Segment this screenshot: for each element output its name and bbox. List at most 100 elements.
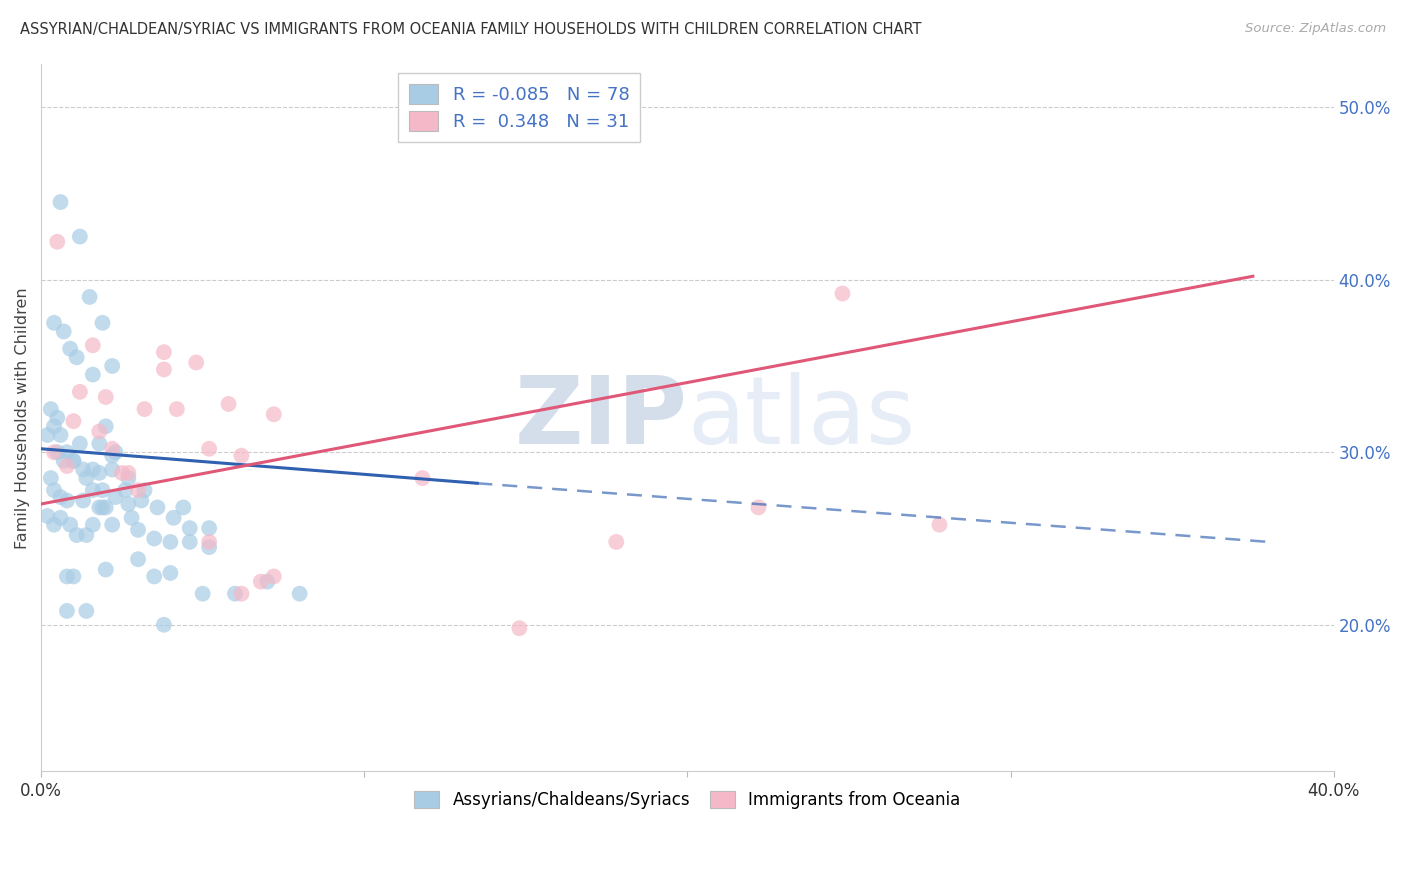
Point <box>62 414 84 428</box>
Point <box>72 493 94 508</box>
Point <box>127 483 149 498</box>
Point <box>153 617 176 632</box>
Text: ZIP: ZIP <box>515 372 688 464</box>
Point <box>263 407 285 421</box>
Point <box>46 445 69 459</box>
Point <box>89 500 111 515</box>
Point <box>134 483 156 498</box>
Point <box>56 604 79 618</box>
Point <box>37 428 59 442</box>
Point <box>59 517 82 532</box>
Point <box>153 345 176 359</box>
Point <box>72 462 94 476</box>
Point <box>49 490 72 504</box>
Point <box>56 445 79 459</box>
Point <box>129 493 152 508</box>
Point <box>101 462 124 476</box>
Point <box>146 500 169 515</box>
Point <box>186 355 208 369</box>
Point <box>94 562 117 576</box>
Point <box>288 587 311 601</box>
Point <box>66 351 89 365</box>
Point <box>117 471 139 485</box>
Point <box>69 229 91 244</box>
Point <box>198 540 221 554</box>
Text: Source: ZipAtlas.com: Source: ZipAtlas.com <box>1246 22 1386 36</box>
Point <box>231 587 253 601</box>
Point <box>62 454 84 468</box>
Point <box>75 604 97 618</box>
Point <box>94 419 117 434</box>
Point <box>94 390 117 404</box>
Point <box>59 342 82 356</box>
Point <box>101 359 124 373</box>
Point <box>46 235 69 249</box>
Point <box>52 454 75 468</box>
Point <box>605 535 627 549</box>
Point <box>121 510 143 524</box>
Point <box>42 445 65 459</box>
Point <box>49 510 72 524</box>
Text: ASSYRIAN/CHALDEAN/SYRIAC VS IMMIGRANTS FROM OCEANIA FAMILY HOUSEHOLDS WITH CHILD: ASSYRIAN/CHALDEAN/SYRIAC VS IMMIGRANTS F… <box>20 22 921 37</box>
Point <box>162 510 184 524</box>
Point <box>198 442 221 456</box>
Point <box>101 517 124 532</box>
Point <box>42 419 65 434</box>
Point <box>104 490 127 504</box>
Point <box>39 471 62 485</box>
Point <box>82 462 104 476</box>
Point <box>56 569 79 583</box>
Point <box>179 535 201 549</box>
Point <box>101 449 124 463</box>
Point <box>89 436 111 450</box>
Point <box>117 466 139 480</box>
Point <box>411 471 433 485</box>
Point <box>75 471 97 485</box>
Point <box>69 436 91 450</box>
Point <box>69 384 91 399</box>
Point <box>198 521 221 535</box>
Point <box>52 325 75 339</box>
Point <box>928 517 950 532</box>
Point <box>831 286 853 301</box>
Point <box>263 569 285 583</box>
Point <box>82 483 104 498</box>
Point <box>127 523 149 537</box>
Point <box>42 316 65 330</box>
Point <box>166 402 188 417</box>
Point <box>91 500 114 515</box>
Point <box>56 458 79 473</box>
Point <box>62 569 84 583</box>
Point <box>508 621 530 635</box>
Point <box>37 509 59 524</box>
Text: atlas: atlas <box>688 372 915 464</box>
Legend: Assyrians/Chaldeans/Syriacs, Immigrants from Oceania: Assyrians/Chaldeans/Syriacs, Immigrants … <box>408 785 967 816</box>
Point <box>250 574 273 589</box>
Point <box>111 466 134 480</box>
Point <box>104 445 127 459</box>
Point <box>224 587 246 601</box>
Point <box>153 362 176 376</box>
Point <box>127 552 149 566</box>
Y-axis label: Family Households with Children: Family Households with Children <box>15 287 30 549</box>
Point <box>218 397 240 411</box>
Point <box>134 402 156 417</box>
Point <box>82 368 104 382</box>
Point <box>117 497 139 511</box>
Point <box>49 195 72 210</box>
Point <box>91 316 114 330</box>
Point <box>42 517 65 532</box>
Point <box>198 535 221 549</box>
Point <box>114 483 136 498</box>
Point <box>94 500 117 515</box>
Point <box>79 290 101 304</box>
Point <box>49 428 72 442</box>
Point <box>46 410 69 425</box>
Point <box>89 425 111 439</box>
Point <box>159 535 181 549</box>
Point <box>39 402 62 417</box>
Point <box>75 528 97 542</box>
Point <box>42 483 65 498</box>
Point <box>159 566 181 580</box>
Point <box>82 517 104 532</box>
